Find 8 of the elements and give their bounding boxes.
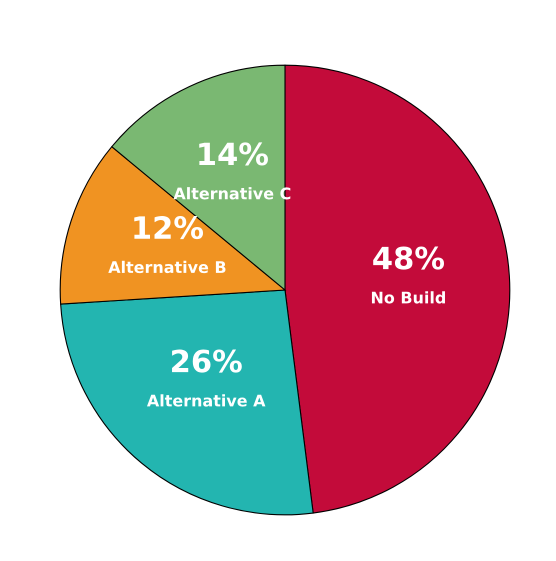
slice-label: No Build xyxy=(372,291,445,304)
data-label: 48% xyxy=(373,246,444,270)
data-label: 12% xyxy=(134,216,204,240)
data-label: 14% xyxy=(199,142,268,166)
slice-label: Alternative A xyxy=(146,394,266,407)
data-label: 26% xyxy=(172,349,242,373)
slice-label: Alternative B xyxy=(108,260,226,274)
slice-label: Alternative C xyxy=(173,187,290,200)
